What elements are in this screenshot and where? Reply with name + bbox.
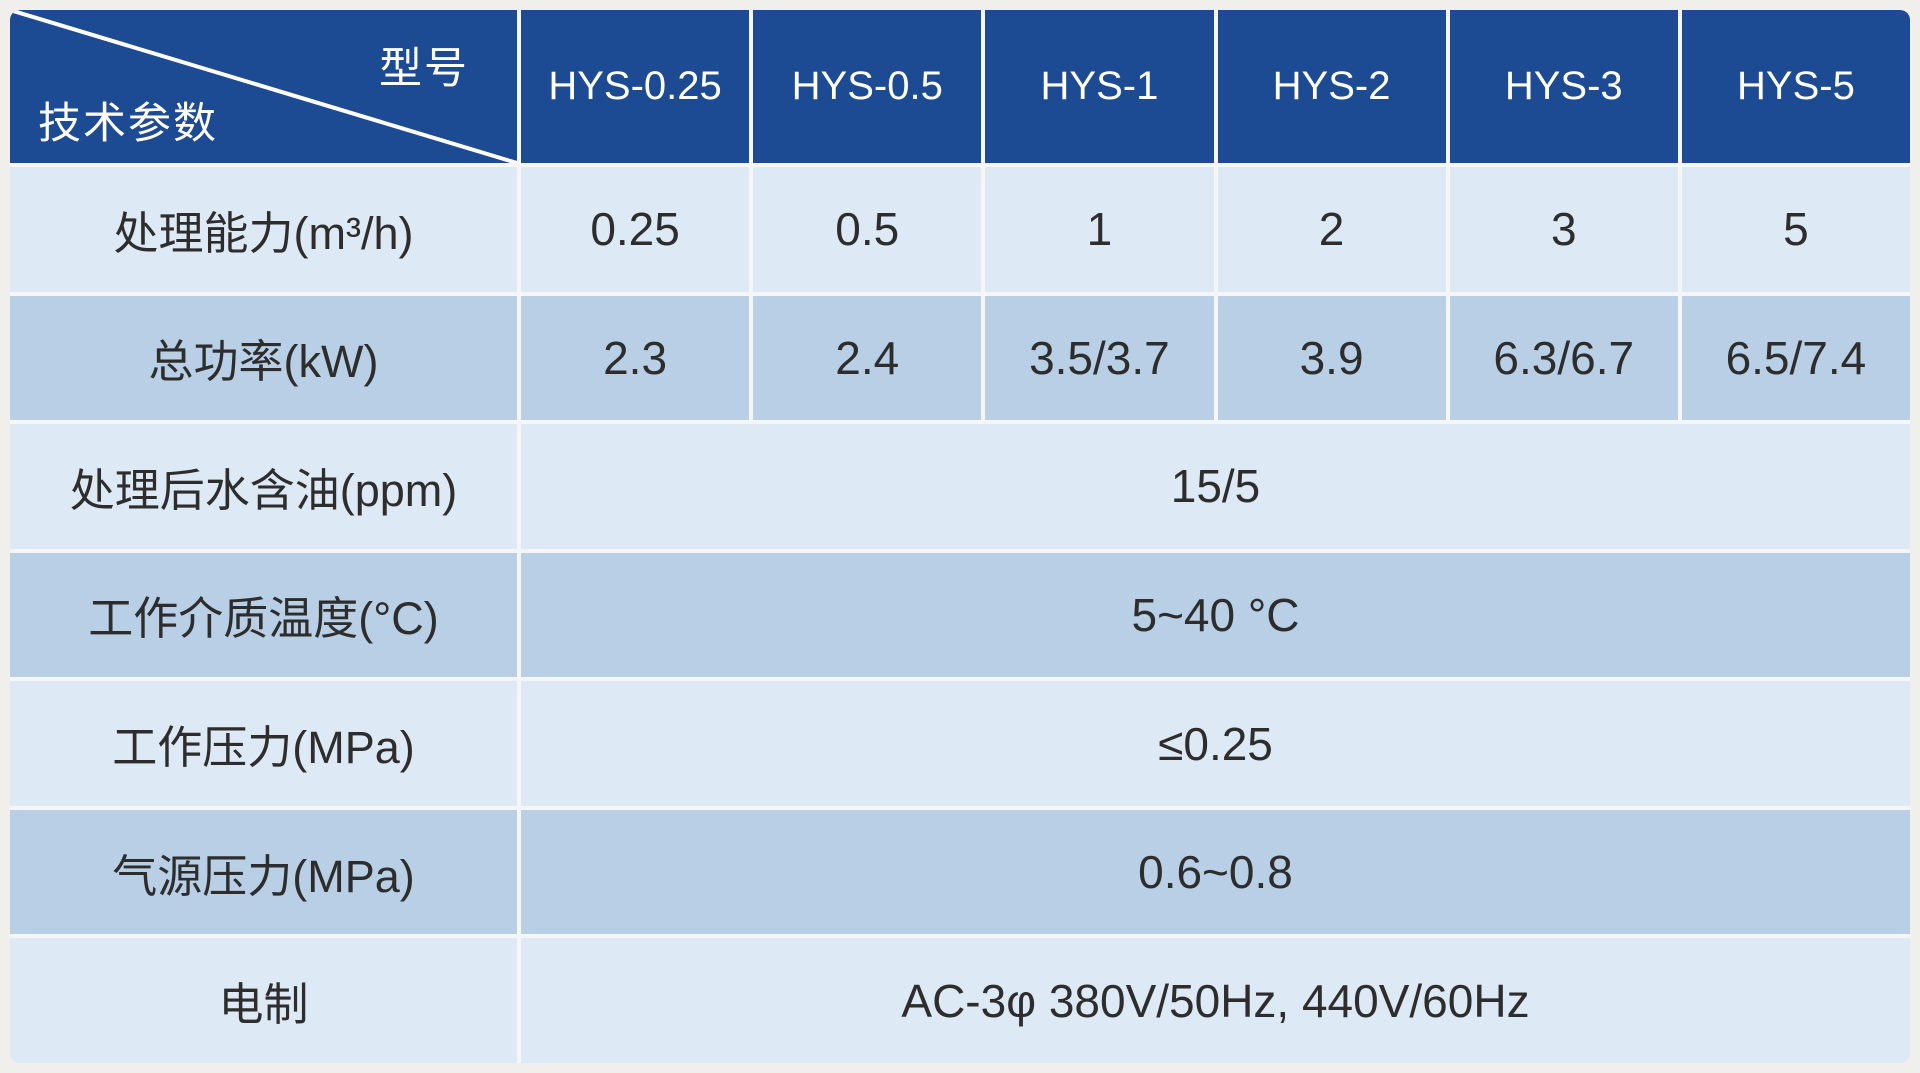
- column-header-hys-1: HYS-1: [985, 10, 1214, 163]
- diagonal-divider-line: [10, 10, 517, 163]
- column-header-hys-025: HYS-0.25: [521, 10, 750, 163]
- table-cell: 2.4: [753, 295, 982, 421]
- table-cell-span: 0.6~0.8: [521, 809, 1910, 935]
- table-cell: 3.9: [1217, 295, 1446, 421]
- table-cell: 0.25: [521, 167, 750, 292]
- row-label-capacity: 处理能力(m³/h): [10, 167, 517, 292]
- column-header-hys-05: HYS-0.5: [753, 10, 982, 163]
- column-header-hys-2: HYS-2: [1217, 10, 1446, 163]
- row-label-oil-content: 处理后水含油(ppm): [10, 424, 517, 549]
- table-cell: 6.5/7.4: [1681, 295, 1910, 421]
- corner-params-label: 技术参数: [38, 100, 218, 148]
- table-cell: 1: [985, 167, 1214, 292]
- column-header-hys-3: HYS-3: [1449, 10, 1678, 163]
- table-cell: 2.3: [521, 295, 750, 421]
- row-label-electrical: 电制: [10, 938, 517, 1063]
- table-cell-span: 15/5: [521, 424, 1910, 549]
- technical-parameters-table: 型号 技术参数 HYS-0.25 HYS-0.5 HYS-1 HYS-2 HYS…: [10, 10, 1910, 1063]
- table-cell-span: 5~40 °C: [521, 552, 1910, 678]
- row-label-air-pressure: 气源压力(MPa): [10, 809, 517, 935]
- table-cell: 5: [1681, 167, 1910, 292]
- table-cell: 0.5: [753, 167, 982, 292]
- row-label-total-power: 总功率(kW): [10, 295, 517, 421]
- table-cell: 6.3/6.7: [1449, 295, 1678, 421]
- column-header-hys-5: HYS-5: [1681, 10, 1910, 163]
- table-cell-span: AC-3φ 380V/50Hz, 440V/60Hz: [521, 938, 1910, 1063]
- header-corner-cell: 型号 技术参数: [10, 10, 517, 163]
- row-label-medium-temperature: 工作介质温度(°C): [10, 552, 517, 678]
- table-cell: 3.5/3.7: [985, 295, 1214, 421]
- table-cell: 2: [1217, 167, 1446, 292]
- table-cell: 3: [1449, 167, 1678, 292]
- row-label-working-pressure: 工作压力(MPa): [10, 681, 517, 806]
- table-cell-span: ≤0.25: [521, 681, 1910, 806]
- corner-model-label: 型号: [379, 45, 469, 93]
